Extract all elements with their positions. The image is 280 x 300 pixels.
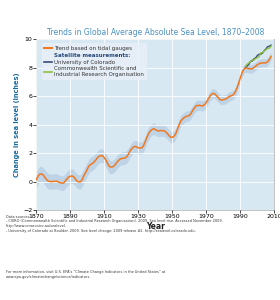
Title: Trends in Global Average Absolute Sea Level, 1870–2008: Trends in Global Average Absolute Sea Le… bbox=[47, 28, 264, 37]
Text: Data sources:
- CSIRO (Commonwealth Scientific and Industrial Research Organisat: Data sources: - CSIRO (Commonwealth Scie… bbox=[6, 214, 222, 233]
Text: For more information, visit U.S. EPA's "Climate Change Indicators in the United : For more information, visit U.S. EPA's "… bbox=[6, 270, 165, 279]
Legend: Trend based on tidal gauges, Satellite measurements:, University of Colorado, Co: Trend based on tidal gauges, Satellite m… bbox=[41, 44, 147, 80]
Y-axis label: Change in sea level (inches): Change in sea level (inches) bbox=[14, 72, 20, 177]
X-axis label: Year: Year bbox=[146, 222, 165, 231]
